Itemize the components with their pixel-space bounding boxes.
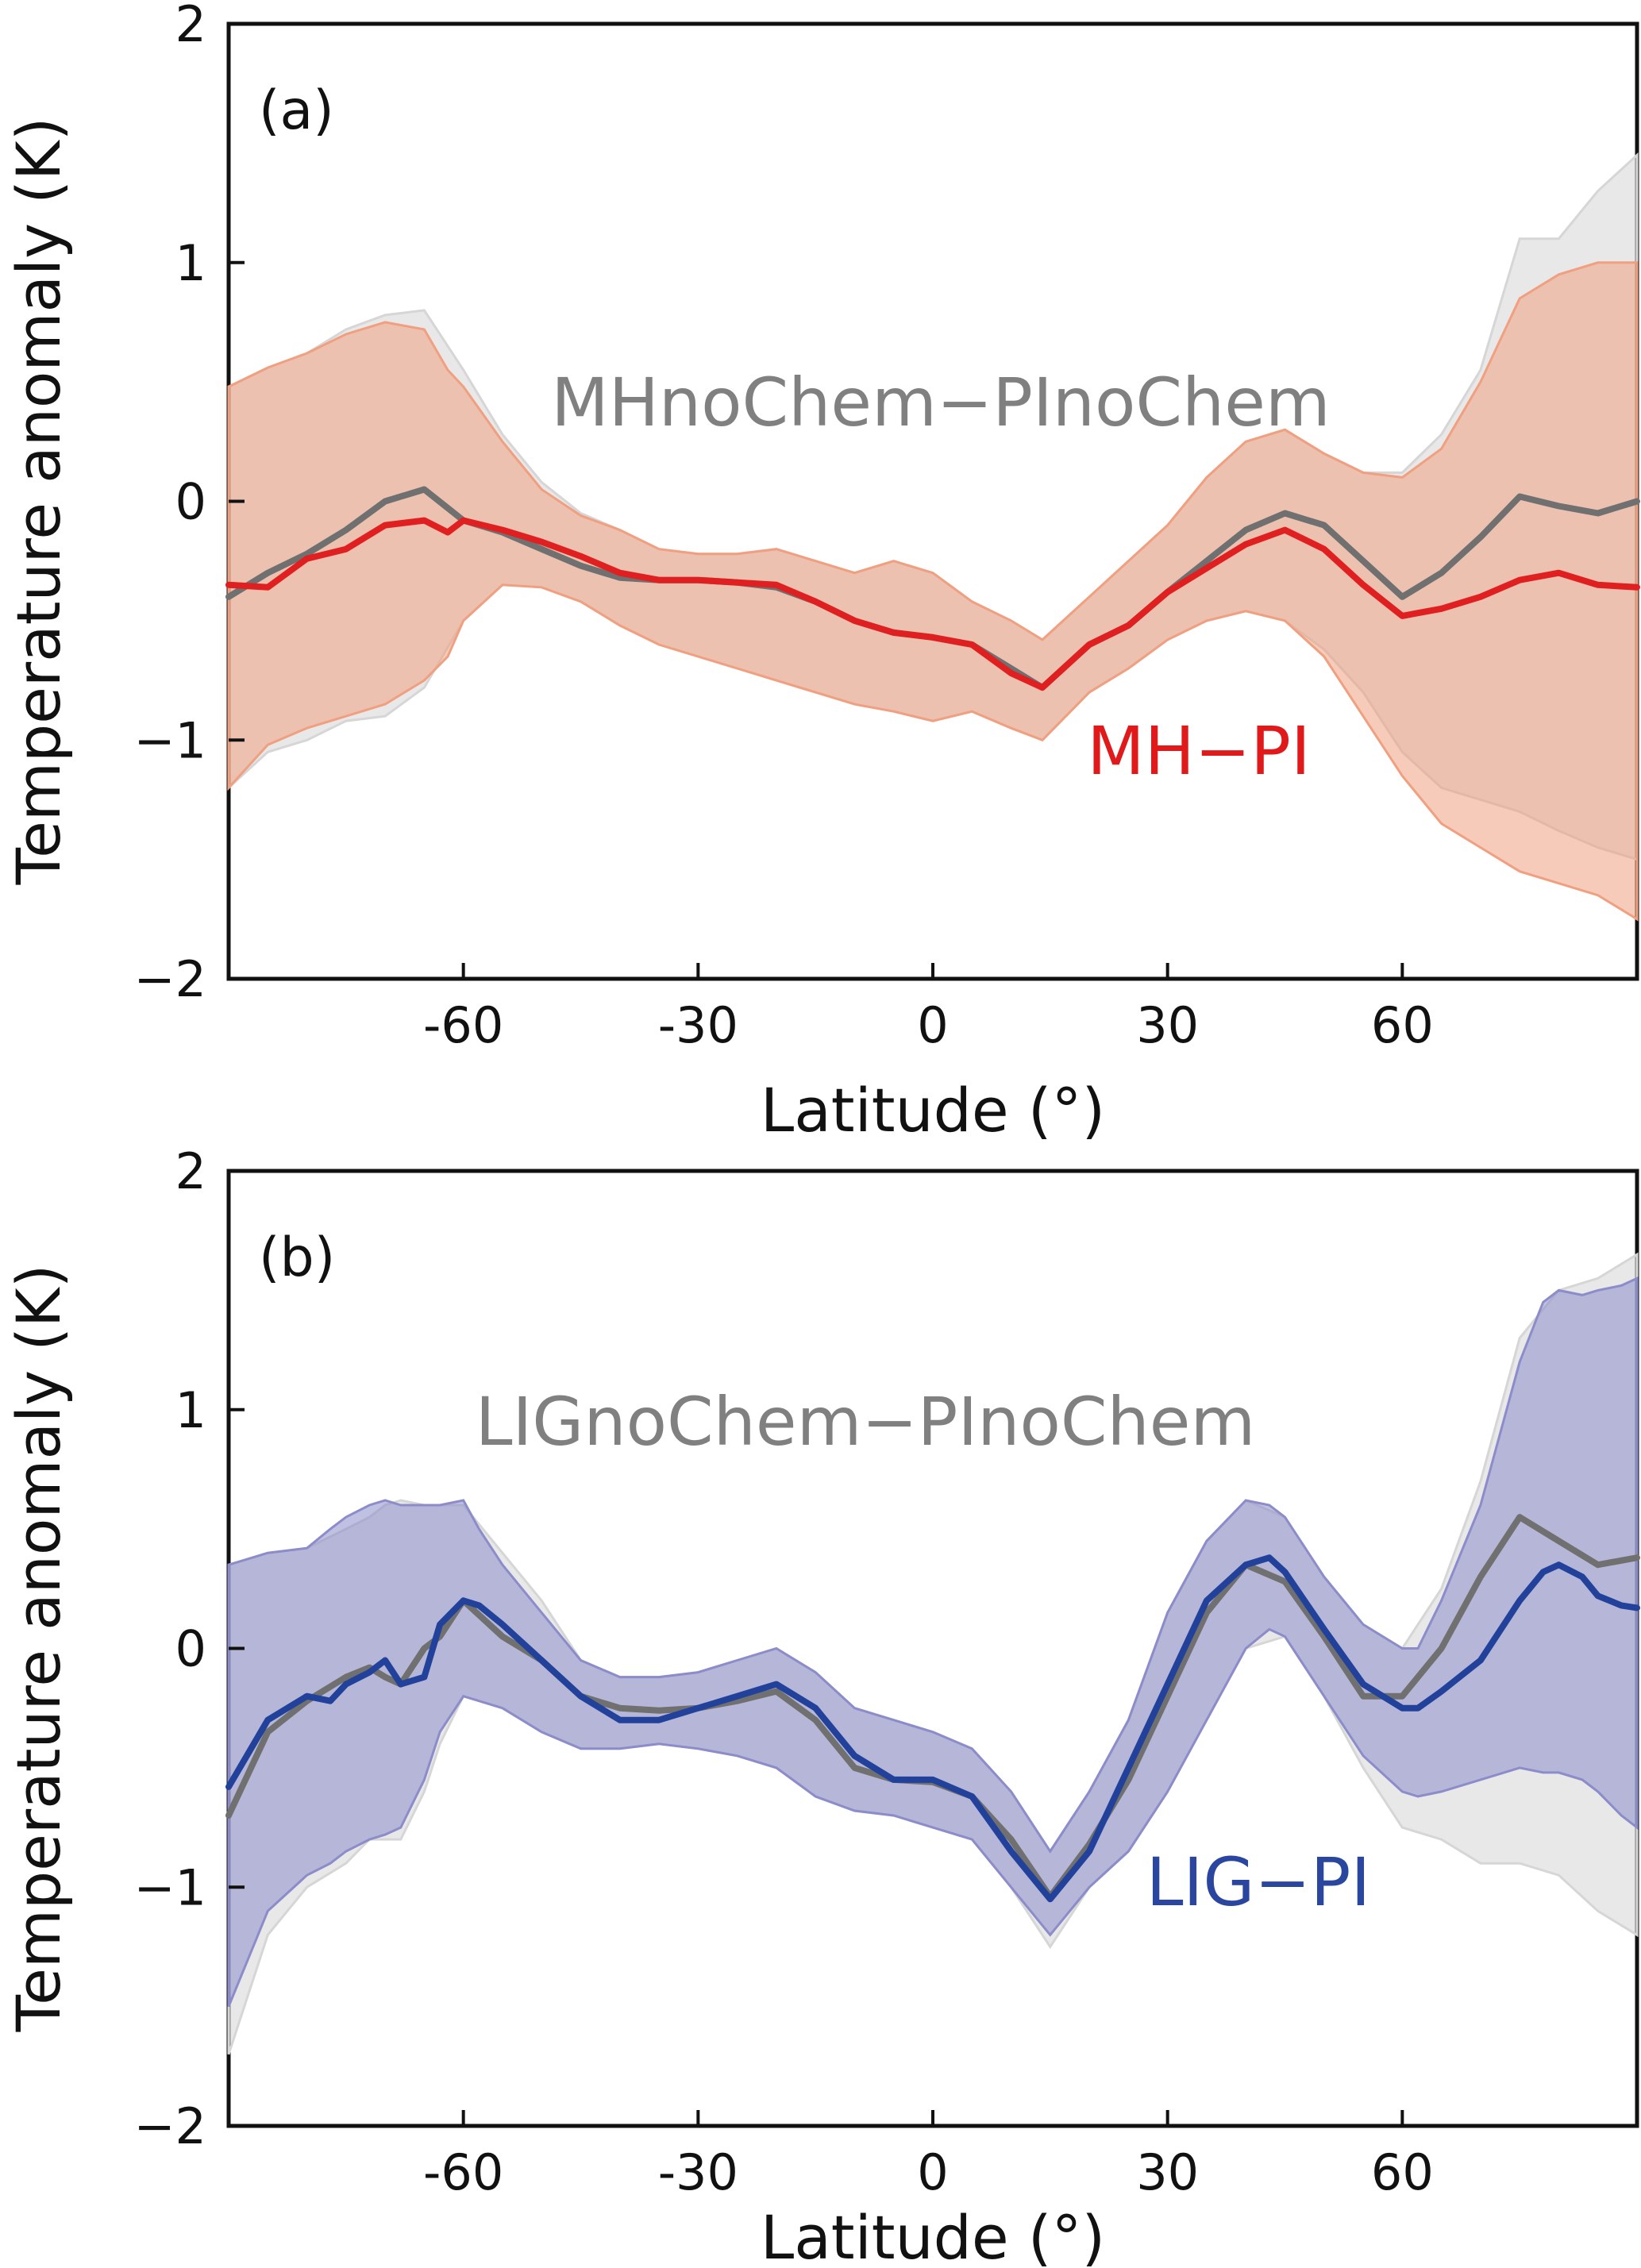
series-group-b [225,1252,1640,2055]
series-label-lignochem: LIGnoChem−PInoChem [476,1383,1256,1461]
series-label-mh-pi: MH−PI [1087,712,1310,790]
x-tick-label-0-3: 30 [1136,996,1199,1054]
y-tick-label-0-4: 2 [175,0,206,53]
panel-a: -60 -30 0 30 60 −2 −1 0 1 2 (a) MHnoChem−PInoChem… [3,0,1640,1146]
x-tick-label-0-0: -60 [423,996,503,1054]
x-tick-label-0-1: -30 [658,996,738,1054]
x-tick-label-0-4: 60 [1371,996,1434,1054]
series-line-mh-pi [225,517,1640,691]
x-tick-label-0-2: 0 [917,996,948,1054]
ticks-group-a: -60 -30 0 30 60 −2 −1 0 1 2 [134,0,1434,1054]
x-tick-label-1-0: -60 [423,2143,503,2201]
y-tick-label-1-1: −1 [134,1858,206,1916]
y-tick-label-1-4: 2 [175,1142,206,1200]
x-tick-label-1-1: -30 [658,2143,738,2201]
series-label-mhnochem: MHnoChem−PInoChem [551,364,1331,441]
series-line-lig-pi [225,1554,1640,1903]
ticks-group-b: -60 -30 0 30 60 −2 −1 0 1 2 [134,1142,1434,2201]
panel-label-a: (a) [259,79,334,142]
x-tick-label-1-4: 60 [1371,2143,1434,2201]
series-group-a [225,152,1640,922]
x-tick-label-1-3: 30 [1136,2143,1199,2201]
x-axis-label-a: Latitude (°) [761,1075,1105,1146]
y-tick-label-0-1: −1 [134,711,206,769]
series-label-lig-pi: LIG−PI [1146,1843,1370,1921]
y-tick-label-0-2: 0 [175,473,206,531]
x-tick-label-1-2: 0 [917,2143,948,2201]
x-axis-label-b: Latitude (°) [761,2202,1105,2268]
y-axis-label-a: Temperature anomaly (K) [3,117,74,886]
panel-b: -60 -30 0 30 60 −2 −1 0 1 2 (b) LIGnoChem−PInoChe… [3,1142,1640,2268]
y-tick-label-1-3: 1 [175,1381,206,1439]
y-tick-label-0-3: 1 [175,234,206,292]
spread-band-mh-pi [227,261,1639,922]
y-tick-label-0-0: −2 [134,950,206,1008]
panel-label-b: (b) [259,1226,335,1289]
y-axis-label-b: Temperature anomaly (K) [3,1265,74,2033]
y-tick-label-1-2: 0 [175,1620,206,1678]
y-tick-label-1-0: −2 [134,2097,206,2155]
